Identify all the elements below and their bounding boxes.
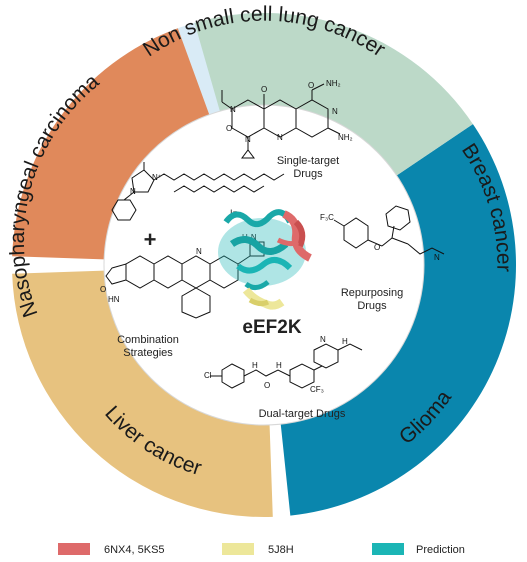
svg-text:N: N (245, 135, 251, 144)
repurposing-label: Repurposing Drugs (341, 287, 403, 312)
legend-swatch-5j8h (222, 543, 254, 555)
svg-text:H: H (276, 361, 282, 370)
legend-label-prediction: Prediction (416, 544, 465, 556)
svg-text:O: O (308, 81, 314, 90)
dual-target-label: Dual-target Drugs (259, 408, 346, 420)
svg-text:N⁺: N⁺ (152, 173, 162, 182)
legend-swatch-prediction (372, 543, 404, 555)
segment-glioma (12, 270, 273, 517)
combination-ionic-molecule: N⁺ N (111, 162, 285, 221)
svg-text:N: N (230, 105, 236, 114)
disease-ring (12, 12, 516, 517)
center-title: eEF2K (242, 317, 301, 338)
legend: 6NX4, 5KS5 5J8H Prediction (58, 543, 465, 556)
svg-text:HN: HN (108, 295, 120, 304)
svg-text:F₃C: F₃C (320, 213, 334, 222)
svg-text:N: N (434, 253, 440, 262)
dual-target-molecule: Cl H O H CF₃ N H (204, 335, 363, 394)
svg-text:O: O (226, 124, 232, 133)
svg-text:NH₂: NH₂ (338, 133, 353, 142)
svg-text:O: O (261, 85, 267, 94)
svg-text:N: N (332, 107, 338, 116)
single-target-molecule: O N N O N O NH₂ N NH₂ (221, 79, 353, 159)
combination-label: Combination Strategies (117, 334, 179, 359)
eef2k-protein-structure (218, 209, 312, 310)
legend-swatch-6nx4 (58, 543, 90, 555)
segment-breast (280, 124, 516, 516)
single-target-label: Single-target Drugs (277, 155, 339, 180)
repurposing-molecule: F₃C O N (320, 205, 445, 262)
segment-liver (12, 28, 210, 260)
svg-text:NH₂: NH₂ (326, 79, 341, 88)
svg-text:O: O (100, 285, 106, 294)
legend-label-5j8h: 5J8H (268, 544, 294, 556)
plus-sign: + (144, 227, 157, 252)
svg-text:N: N (130, 187, 136, 196)
svg-text:O: O (374, 243, 380, 252)
svg-text:O: O (264, 381, 270, 390)
svg-text:H: H (342, 337, 348, 346)
svg-text:N: N (320, 335, 326, 344)
svg-text:Cl: Cl (204, 371, 212, 380)
svg-text:N: N (277, 133, 283, 142)
segment-nasopharyngeal (194, 13, 473, 176)
legend-label-6nx4: 6NX4, 5KS5 (104, 544, 165, 556)
svg-text:N: N (196, 247, 202, 256)
svg-text:CF₃: CF₃ (310, 385, 324, 394)
svg-text:H: H (252, 361, 258, 370)
